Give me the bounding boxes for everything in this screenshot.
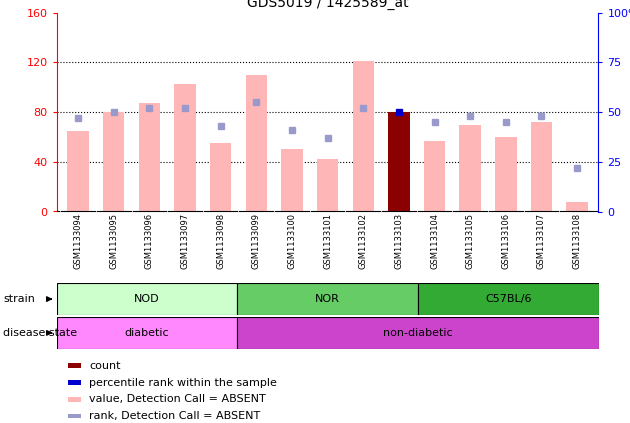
Text: non-diabetic: non-diabetic [383, 328, 453, 338]
Text: GSM1133096: GSM1133096 [145, 213, 154, 269]
Text: diabetic: diabetic [125, 328, 169, 338]
Text: GSM1133107: GSM1133107 [537, 213, 546, 269]
Text: GSM1133094: GSM1133094 [74, 213, 83, 269]
Text: GSM1133097: GSM1133097 [181, 213, 190, 269]
Bar [139, 103, 160, 212]
Text: GSM1133099: GSM1133099 [252, 213, 261, 269]
Text: GSM1133108: GSM1133108 [573, 213, 581, 269]
Bar [67, 397, 81, 402]
Text: GSM1133098: GSM1133098 [216, 213, 225, 269]
Text: NOD: NOD [134, 294, 160, 304]
Bar [57, 317, 238, 349]
Bar [210, 143, 231, 212]
Bar [57, 283, 238, 315]
Text: NOR: NOR [315, 294, 340, 304]
Bar [530, 122, 552, 212]
Text: value, Detection Call = ABSENT: value, Detection Call = ABSENT [89, 394, 266, 404]
Text: GSM1133102: GSM1133102 [358, 213, 368, 269]
Bar [67, 131, 89, 212]
Text: GSM1133104: GSM1133104 [430, 213, 439, 269]
Text: percentile rank within the sample: percentile rank within the sample [89, 377, 277, 387]
Title: GDS5019 / 1425589_at: GDS5019 / 1425589_at [247, 0, 408, 10]
Text: count: count [89, 361, 121, 371]
Text: GSM1133105: GSM1133105 [466, 213, 474, 269]
Bar [353, 61, 374, 212]
Bar [388, 112, 410, 212]
Bar [424, 141, 445, 212]
Bar [67, 380, 81, 385]
Text: GSM1133100: GSM1133100 [287, 213, 297, 269]
Bar [281, 149, 302, 212]
Text: strain: strain [3, 294, 35, 304]
Bar [238, 283, 418, 315]
Bar [317, 159, 338, 212]
Bar [459, 124, 481, 212]
Bar [67, 363, 81, 368]
Bar [103, 112, 124, 212]
Bar [566, 202, 588, 212]
Text: GSM1133106: GSM1133106 [501, 213, 510, 269]
Text: disease state: disease state [3, 328, 77, 338]
Text: rank, Detection Call = ABSENT: rank, Detection Call = ABSENT [89, 411, 260, 421]
Text: C57BL/6: C57BL/6 [485, 294, 532, 304]
Bar [495, 137, 517, 212]
Bar [67, 414, 81, 418]
Bar [175, 83, 196, 212]
Bar [238, 317, 598, 349]
Bar [246, 75, 267, 212]
Text: GSM1133103: GSM1133103 [394, 213, 403, 269]
Bar [418, 283, 598, 315]
Text: GSM1133101: GSM1133101 [323, 213, 332, 269]
Text: GSM1133095: GSM1133095 [109, 213, 118, 269]
